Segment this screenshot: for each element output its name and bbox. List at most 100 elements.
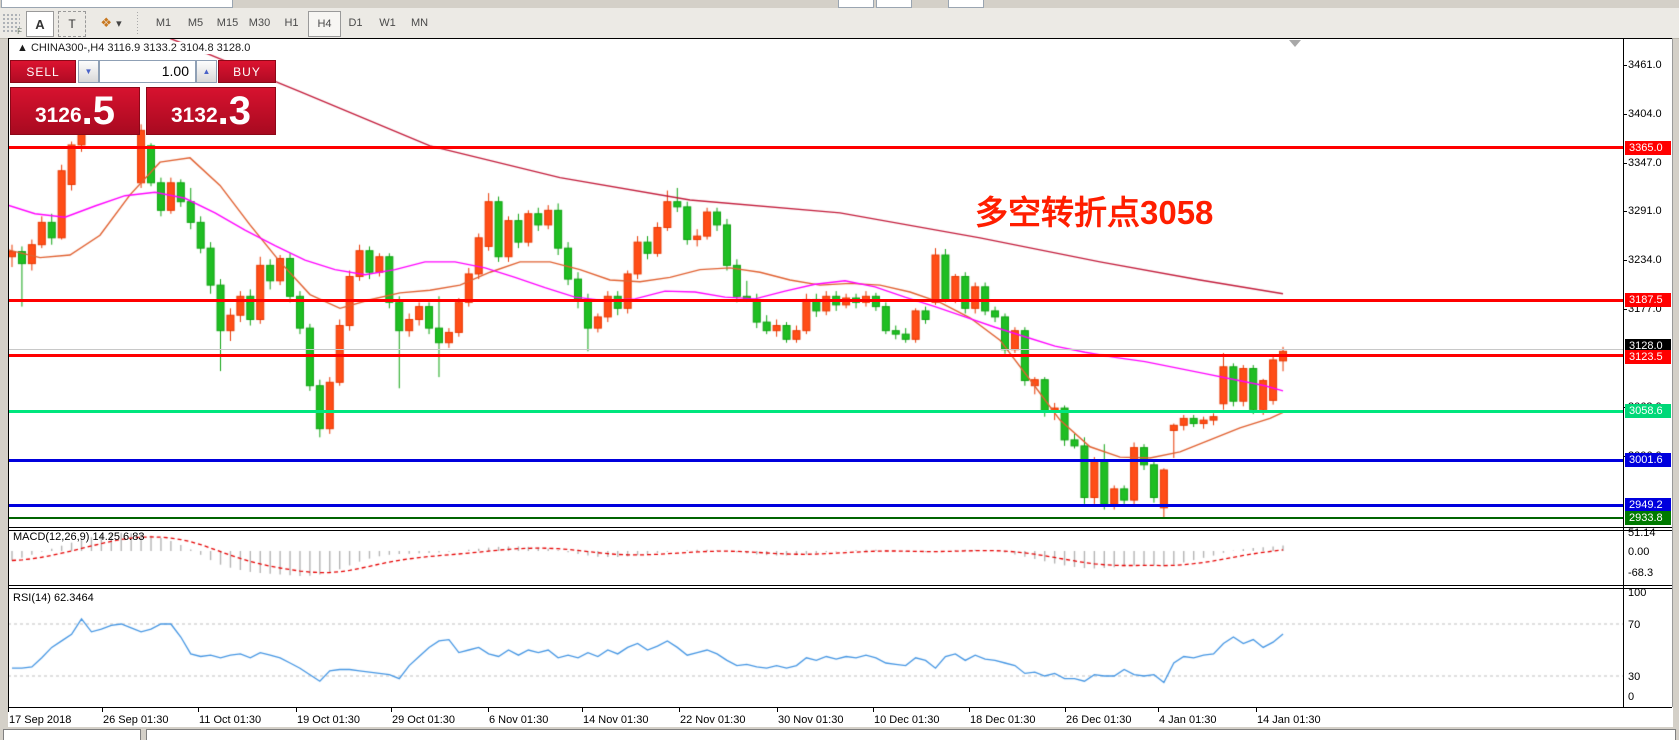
rsi-tick-label: 100 (1628, 587, 1647, 599)
rsi-tick-label: 30 (1628, 671, 1641, 683)
top-button-sliver (876, 0, 912, 8)
spin-down-icon: ▼ (84, 67, 93, 76)
rsi-tick-label: 0 (1628, 691, 1635, 703)
date-axis-label[interactable]: 10 Dec 01:30 (874, 714, 940, 726)
sell-button[interactable]: SELL (10, 60, 76, 83)
date-axis-label[interactable]: 18 Dec 01:30 (970, 714, 1036, 726)
bid-price-button[interactable]: 3126 .5 (10, 87, 140, 135)
date-axis-label[interactable]: 17 Sep 2018 (9, 714, 72, 726)
toolbar-grip-icon[interactable]: F (2, 13, 22, 36)
ask-price-pips: .3 (217, 89, 252, 133)
price-badge-3001.6: 3001.6 (1625, 453, 1671, 467)
timeframe-button-m1[interactable]: M1 (155, 17, 172, 29)
date-axis-label[interactable]: 29 Oct 01:30 (392, 714, 455, 726)
date-axis-label[interactable]: 26 Dec 01:30 (1066, 714, 1132, 726)
price-badge-3128.0: 3128.0 (1625, 339, 1671, 354)
ohlc-readout: 3116.9 3133.2 3104.8 3128.0 (107, 42, 251, 54)
volume-increase-button[interactable]: ▲ (196, 60, 217, 83)
date-tick-mark (1065, 708, 1066, 712)
chart-title: ▲ CHINA300-,H4 3116.9 3133.2 3104.8 3128… (14, 42, 254, 54)
timeframe-button-d1[interactable]: D1 (348, 17, 363, 29)
panel-border-main-bottom (8, 527, 1672, 528)
top-combobox-sliver (1, 0, 233, 8)
date-tick-mark (969, 708, 970, 712)
shapes-dropdown-button[interactable]: ❖ ▾ (92, 11, 130, 35)
annotate-text-button[interactable]: A (26, 11, 54, 37)
chart-shift-marker-icon[interactable] (1289, 40, 1301, 47)
macd-tick-label: 51.14 (1628, 526, 1656, 539)
bid-price-main: 3126 (34, 104, 82, 127)
price-tick-label: 3347.0 (1628, 157, 1662, 170)
horizontal-line-3058.6[interactable] (8, 409, 1623, 413)
window-right-border (1672, 38, 1673, 707)
horizontal-line-3001.6[interactable] (8, 458, 1623, 462)
chevron-down-icon: ▾ (116, 17, 122, 30)
timeframe-button-h1[interactable]: H1 (284, 17, 299, 29)
top-window-sliver (0, 0, 1679, 8)
timeframe-button-m15[interactable]: M15 (216, 17, 239, 29)
shapes-icon: ❖ (100, 15, 113, 30)
date-tick-mark (873, 708, 874, 712)
date-tick-mark (1256, 708, 1257, 712)
price-badge-2949.2: 2949.2 (1625, 498, 1671, 513)
date-tick-mark (1158, 708, 1159, 712)
price-axis-border (1623, 38, 1624, 707)
price-badge-3058.6: 3058.6 (1625, 404, 1671, 418)
spin-up-icon: ▲ (202, 67, 211, 76)
horizontal-line-3123.5[interactable] (8, 353, 1623, 357)
price-tick-label: 3291.0 (1628, 205, 1662, 218)
timeframe-button-w1[interactable]: W1 (379, 17, 396, 29)
horizontal-line-2949.2[interactable] (8, 503, 1623, 507)
horizontal-line-3187.5[interactable] (8, 298, 1623, 302)
price-tick-mark (1623, 65, 1627, 66)
timeframe-button-mn[interactable]: MN (410, 17, 429, 29)
date-tick-mark (391, 708, 392, 712)
date-axis-label[interactable]: 6 Nov 01:30 (489, 714, 549, 726)
date-axis-label[interactable]: 19 Oct 01:30 (297, 714, 360, 726)
collapse-triangle-icon[interactable]: ▲ (17, 42, 28, 54)
date-axis-label[interactable]: 4 Jan 01:30 (1159, 714, 1217, 726)
panel-border-chart-top (8, 38, 1672, 39)
rsi-label: RSI(14) 62.3464 (13, 592, 94, 604)
ask-price-button[interactable]: 3132 .3 (146, 87, 276, 135)
date-axis-label[interactable]: 14 Jan 01:30 (1257, 714, 1321, 726)
date-axis-label[interactable]: 11 Oct 01:30 (199, 714, 262, 726)
macd-tick-label: 0.00 (1628, 546, 1650, 558)
timeframe-button-h4[interactable]: H4 (308, 11, 341, 37)
date-axis-label[interactable]: 26 Sep 01:30 (103, 714, 169, 726)
date-axis-label[interactable]: 14 Nov 01:30 (583, 714, 649, 726)
timeframe-button-m5[interactable]: M5 (187, 17, 204, 29)
horizontal-line-3130[interactable] (8, 349, 1623, 351)
price-tick-mark (1623, 211, 1627, 213)
date-tick-mark (198, 708, 199, 712)
toolbar: F A T ❖ ▾ M1 M5 M15 M30 H1 H4 D1 W1 MN (0, 8, 1679, 39)
bottom-window-sliver (0, 727, 1679, 740)
one-click-trading-panel: SELL ▼ 1.00 ▲ BUY 3126 .5 3132 .3 (10, 60, 276, 135)
panel-border-macd-bottom (8, 585, 1672, 586)
ask-price-main: 3132 (170, 104, 218, 127)
volume-decrease-button[interactable]: ▼ (78, 60, 99, 83)
symbol-name: CHINA300-,H4 (30, 42, 105, 54)
volume-input[interactable]: 1.00 (99, 60, 196, 83)
date-axis-label[interactable]: 30 Nov 01:30 (778, 714, 844, 726)
macd-label: MACD(12,26,9) 14.25 6.83 (13, 531, 145, 543)
panel-border-rsi-top (8, 588, 1672, 589)
buy-button[interactable]: BUY (218, 60, 276, 83)
price-chart-canvas[interactable] (8, 38, 1623, 709)
price-tick-mark (1623, 163, 1627, 165)
toolbar-separator (137, 12, 138, 34)
text-label-button[interactable]: T (58, 11, 86, 37)
price-badge-3123.5: 3123.5 (1625, 350, 1671, 365)
horizontal-line-2933.8[interactable] (8, 517, 1623, 520)
date-axis-label[interactable]: 22 Nov 01:30 (680, 714, 746, 726)
bottom-pane-sliver (146, 729, 1676, 740)
price-tick-label: 3404.0 (1628, 108, 1662, 120)
macd-tick-label: -68.3 (1628, 567, 1654, 579)
date-tick-mark (102, 708, 103, 712)
bid-price-pips: .5 (81, 89, 116, 133)
panel-border-macd-top (8, 530, 1672, 531)
date-tick-mark (777, 708, 778, 712)
horizontal-line-3365[interactable] (8, 146, 1623, 150)
timeframe-button-m30[interactable]: M30 (248, 17, 271, 29)
